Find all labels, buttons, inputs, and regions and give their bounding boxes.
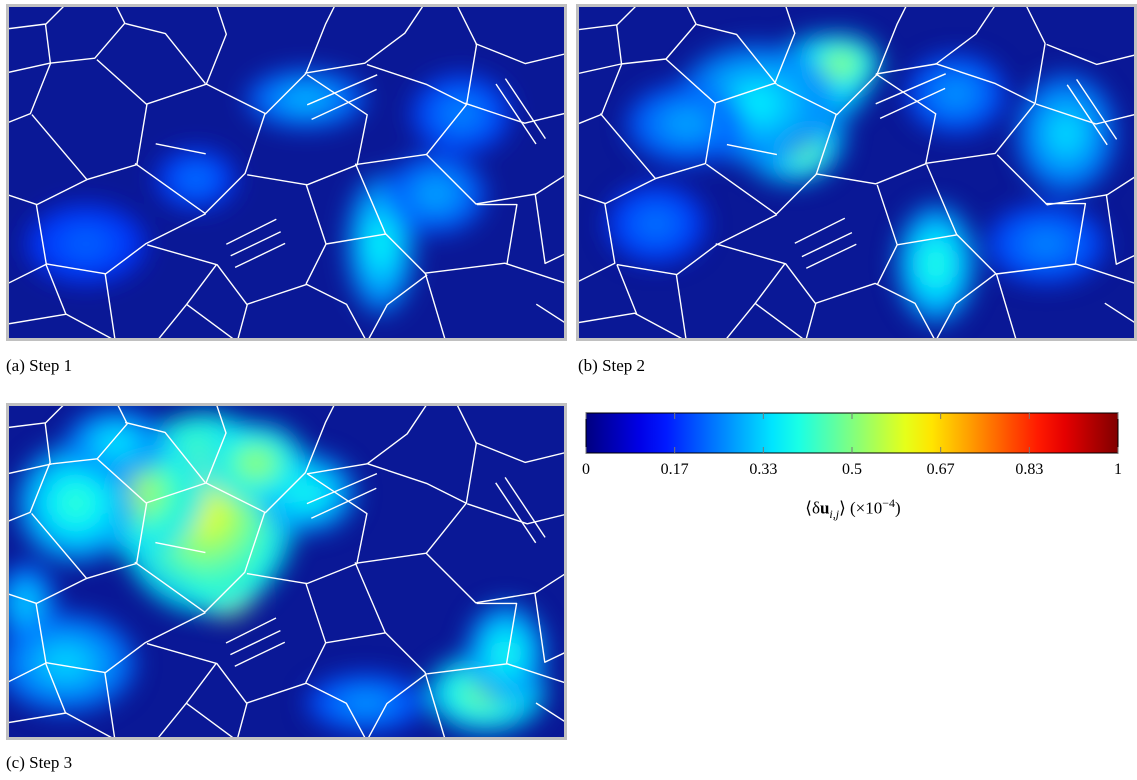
label-scale: ×10 <box>855 498 883 518</box>
caption-step-3: (c) Step 3 <box>6 753 73 772</box>
strain-map-step-1 <box>6 4 567 341</box>
panel-step-2 <box>576 4 1137 341</box>
colorbar-gradient <box>585 412 1119 454</box>
colorbar <box>584 411 1120 455</box>
label-var: u <box>819 498 830 518</box>
label-exp: −4 <box>882 496 896 510</box>
colorbar-tick-label: 0.5 <box>842 461 862 478</box>
colorbar-tick-label: 1 <box>1114 461 1122 478</box>
caption-step-2: (b) Step 2 <box>578 356 646 375</box>
caption-step-1: (a) Step 1 <box>6 356 73 375</box>
colorbar-tick-label: 0.67 <box>926 461 955 478</box>
label-symbol: δ <box>811 498 820 518</box>
colorbar-label: ⟨δui,j⟩ (×10−4) <box>805 496 901 522</box>
strain-map-step-3 <box>6 403 567 740</box>
strain-map-step-2 <box>576 4 1137 341</box>
colorbar-tick-label: 0 <box>582 461 590 478</box>
colorbar-tick-label: 0.17 <box>660 461 689 478</box>
panel-step-1 <box>6 4 567 341</box>
label-sub: i,j <box>829 507 840 522</box>
colorbar-tick-label: 0.83 <box>1015 461 1044 478</box>
panel-step-3 <box>6 403 567 740</box>
colorbar-tick-label: 0.33 <box>749 461 778 478</box>
